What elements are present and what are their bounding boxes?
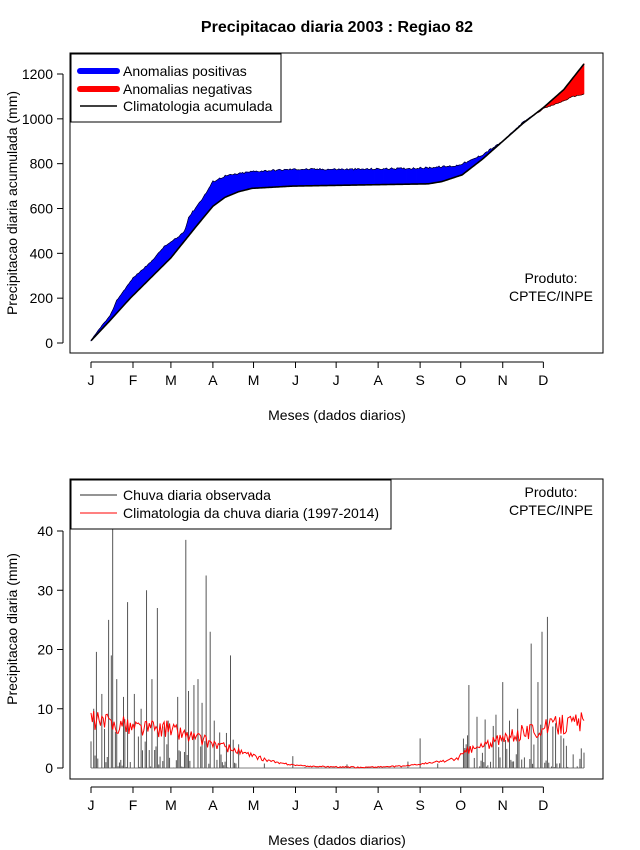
x-tick-label: O	[455, 372, 466, 388]
annotation-produto: Produto:	[525, 270, 578, 286]
y-tick-label: 1200	[22, 66, 53, 82]
y-tick-label: 1000	[22, 111, 53, 127]
x-tick-label: A	[373, 372, 383, 388]
y-tick-label: 20	[37, 642, 53, 658]
x-tick-label: F	[129, 797, 138, 813]
legend: Anomalias positivas Anomalias negativas …	[70, 53, 282, 123]
y-tick-label: 30	[37, 582, 53, 598]
legend: Chuva diaria observada Climatologia da c…	[70, 479, 392, 530]
legend-entry: Anomalias negativas	[123, 81, 252, 97]
x-tick-label: M	[165, 797, 177, 813]
climatology-line	[90, 63, 585, 342]
chart-title: Precipitacao diaria 2003 : Regiao 82	[201, 19, 473, 36]
x-tick-label: M	[165, 372, 177, 388]
annotation-source: CPTEC/INPE	[509, 502, 593, 518]
daily-chart	[69, 478, 604, 780]
y-tick-label: 200	[30, 290, 54, 306]
x-tick-label: F	[129, 372, 138, 388]
y-tick-label: 10	[37, 701, 53, 717]
y-axis-label: Precipitacao diaria (mm)	[4, 553, 20, 705]
legend-entry: Chuva diaria observada	[123, 487, 271, 503]
y-tick-label: 0	[45, 335, 53, 351]
x-tick-label: D	[538, 372, 548, 388]
y-tick-label: 400	[30, 245, 54, 261]
x-tick-label: N	[498, 797, 508, 813]
x-tick-label: D	[538, 797, 548, 813]
x-tick-label: S	[415, 797, 424, 813]
y-tick-label: 40	[37, 523, 53, 539]
x-tick-label: J	[292, 797, 299, 813]
legend-entry: Anomalias positivas	[123, 63, 247, 79]
annotation-produto: Produto:	[525, 484, 578, 500]
x-tick-label: M	[248, 797, 260, 813]
y-axis: 0 200 400 600 800 1000 1200	[22, 66, 64, 351]
x-tick-label: N	[498, 372, 508, 388]
x-tick-label: J	[88, 797, 95, 813]
legend-entry: Climatologia da chuva diaria (1997-2014)	[123, 505, 379, 521]
negative-anomaly	[582, 63, 585, 96]
x-tick-label: J	[333, 372, 340, 388]
y-axis: 0 10 20 30 40	[37, 523, 64, 776]
x-tick-label: A	[373, 797, 383, 813]
x-tick-label: S	[415, 372, 424, 388]
x-axis-label: Meses (dados diarios)	[268, 832, 406, 848]
y-tick-label: 0	[45, 760, 53, 776]
x-tick-label: J	[88, 372, 95, 388]
x-tick-label: J	[333, 797, 340, 813]
daily-climatology-line	[90, 710, 585, 769]
x-tick-label: M	[248, 372, 260, 388]
plot-frame	[69, 478, 604, 780]
annotation-source: CPTEC/INPE	[509, 288, 593, 304]
plot-frame	[69, 52, 604, 354]
x-axis-label: Meses (dados diarios)	[268, 407, 406, 423]
x-tick-label: O	[455, 797, 466, 813]
y-tick-label: 800	[30, 156, 54, 172]
x-tick-label: A	[208, 797, 218, 813]
cumulative-chart	[69, 52, 604, 354]
y-tick-label: 600	[30, 201, 54, 217]
legend-entry: Climatologia acumulada	[123, 98, 273, 114]
x-tick-label: A	[208, 372, 218, 388]
x-tick-label: J	[292, 372, 299, 388]
y-axis-label: Precipitacao diaria acumulada (mm)	[4, 91, 20, 315]
